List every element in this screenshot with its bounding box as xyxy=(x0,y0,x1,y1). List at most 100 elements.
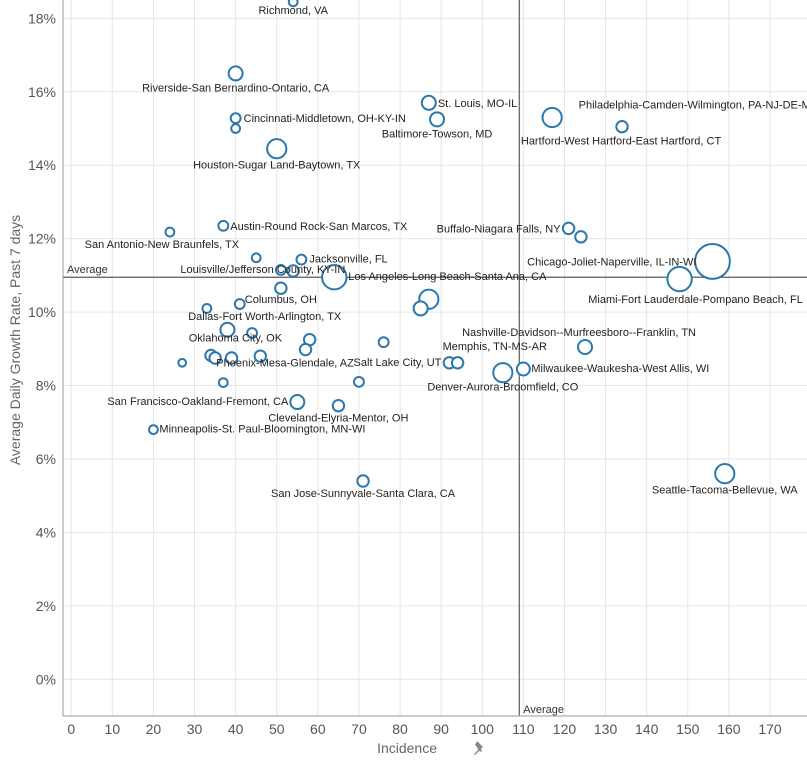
point-label: Seattle-Tacoma-Bellevue, WA xyxy=(652,485,798,497)
x-tick-label: 80 xyxy=(392,721,408,737)
point-label: Phoenix-Mesa-Glendale, AZ xyxy=(216,358,354,370)
data-point[interactable] xyxy=(217,377,229,389)
data-point[interactable] xyxy=(353,375,365,388)
data-point[interactable] xyxy=(615,119,629,134)
point-label: Columbus, OH xyxy=(245,294,317,306)
x-tick-label: 140 xyxy=(635,721,659,737)
data-point[interactable] xyxy=(541,106,563,129)
data-point[interactable] xyxy=(515,361,531,377)
x-axis-title: Incidence xyxy=(377,740,437,756)
point-label: Nashville-Davidson--Murfreesboro--Frankl… xyxy=(462,327,696,339)
point-label: San Jose-Sunnyvale-Santa Clara, CA xyxy=(271,488,456,500)
pin-icon[interactable] xyxy=(474,741,483,755)
data-point[interactable] xyxy=(298,342,313,357)
x-tick-label: 30 xyxy=(187,721,203,737)
data-point[interactable] xyxy=(164,226,176,238)
x-tick-label: 0 xyxy=(67,721,75,737)
data-point[interactable] xyxy=(561,221,576,236)
data-point[interactable] xyxy=(246,327,259,339)
point-label: Baltimore-Towson, MD xyxy=(382,128,493,140)
x-tick-label: 110 xyxy=(512,721,535,737)
y-tick-label: 14% xyxy=(28,157,56,173)
data-point[interactable] xyxy=(377,336,390,349)
data-point[interactable] xyxy=(574,230,588,244)
data-point[interactable] xyxy=(229,112,242,125)
point-label: Dallas-Fort Worth-Arlington, TX xyxy=(188,311,342,323)
point-label: Riverside-San Bernardino-Ontario, CA xyxy=(142,82,330,94)
x-tick-label: 100 xyxy=(471,721,495,737)
data-point[interactable] xyxy=(666,265,693,293)
x-tick-label: 130 xyxy=(594,721,618,737)
data-point[interactable] xyxy=(321,264,348,291)
data-point[interactable] xyxy=(420,94,437,111)
data-point[interactable] xyxy=(224,351,239,365)
x-tick-label: 10 xyxy=(105,721,121,737)
data-point[interactable] xyxy=(577,338,594,355)
point-labels: Richmond, VA Riverside-San Bernardino-Ont… xyxy=(85,5,807,500)
data-point[interactable] xyxy=(295,253,308,266)
data-point[interactable] xyxy=(217,219,230,232)
data-point[interactable] xyxy=(233,298,246,310)
y-tick-label: 4% xyxy=(36,524,56,540)
x-tick-label: 70 xyxy=(351,721,367,737)
point-label: Louisville/Jefferson County, KY-IN xyxy=(180,264,345,276)
point-label: Austin-Round Rock-San Marcos, TX xyxy=(230,221,408,233)
x-average-label: Average xyxy=(523,704,564,716)
point-label: Houston-Sugar Land-Baytown, TX xyxy=(193,160,361,172)
data-point[interactable] xyxy=(208,351,222,365)
point-label: Hartford-West Hartford-East Hartford, CT xyxy=(521,136,722,148)
y-tick-label: 8% xyxy=(36,378,56,394)
point-label: Philadelphia-Camden-Wilmington, PA-NJ-DE… xyxy=(579,100,807,112)
points xyxy=(148,0,736,488)
point-label: Los Angeles-Long Beach-Santa Ana, CA xyxy=(348,271,547,283)
y-tick-label: 6% xyxy=(36,451,56,467)
point-label: Minneapolis-St. Paul-Bloomington, MN-WI xyxy=(159,424,365,436)
y-tick-label: 10% xyxy=(28,304,56,320)
point-label: Milwaukee-Waukesha-West Allis, WI xyxy=(531,363,709,375)
data-point[interactable] xyxy=(230,123,242,134)
x-tick-label: 150 xyxy=(676,721,700,737)
point-label: Memphis, TN-MS-AR xyxy=(443,341,547,353)
data-point[interactable] xyxy=(356,474,370,488)
x-tick-label: 40 xyxy=(228,721,244,737)
x-tick-label: 20 xyxy=(146,721,162,737)
point-label: Salt Lake City, UT xyxy=(354,357,442,369)
axes: 0 10 20 30 40 50 60 70 80 90 100 110 120 130 140 150 160… xyxy=(28,0,807,737)
data-point[interactable] xyxy=(250,252,262,264)
point-label: Cincinnati-Middletown, OH-KY-IN xyxy=(244,113,406,125)
y-average-label: Average xyxy=(67,264,108,276)
data-point[interactable] xyxy=(412,300,429,317)
data-point[interactable] xyxy=(219,321,236,338)
point-label: Cleveland-Elyria-Mentor, OH xyxy=(268,413,408,425)
x-tick-label: 170 xyxy=(758,721,782,737)
y-tick-label: 16% xyxy=(28,84,56,100)
point-label: Denver-Aurora-Broomfield, CO xyxy=(427,382,578,394)
data-point[interactable] xyxy=(253,349,268,363)
data-point[interactable] xyxy=(714,463,736,485)
point-label: Buffalo-Niagara Falls, NY xyxy=(437,223,562,235)
data-point[interactable] xyxy=(266,138,288,160)
data-point[interactable] xyxy=(429,111,446,128)
point-label: Miami-Fort Lauderdale-Pompano Beach, FL xyxy=(588,294,803,306)
data-point[interactable] xyxy=(286,264,300,278)
data-point[interactable] xyxy=(201,303,213,314)
point-label: Richmond, VA xyxy=(258,5,328,17)
data-point[interactable] xyxy=(274,263,287,276)
data-point[interactable] xyxy=(274,281,288,295)
data-point[interactable] xyxy=(287,0,299,8)
data-point[interactable] xyxy=(331,399,346,413)
data-point[interactable] xyxy=(694,243,731,280)
data-point[interactable] xyxy=(450,356,465,370)
data-point[interactable] xyxy=(492,362,514,384)
data-point[interactable] xyxy=(148,424,159,436)
y-tick-label: 0% xyxy=(36,671,56,687)
grid xyxy=(63,0,807,716)
y-axis-title: Average Daily Growth Rate, Past 7 days xyxy=(7,215,23,465)
y-tick-label: 2% xyxy=(36,598,56,614)
point-label: Oklahoma City, OK xyxy=(189,333,283,345)
x-tick-label: 160 xyxy=(717,721,741,737)
data-point[interactable] xyxy=(289,394,306,411)
data-point[interactable] xyxy=(227,65,244,82)
data-point[interactable] xyxy=(177,357,188,368)
